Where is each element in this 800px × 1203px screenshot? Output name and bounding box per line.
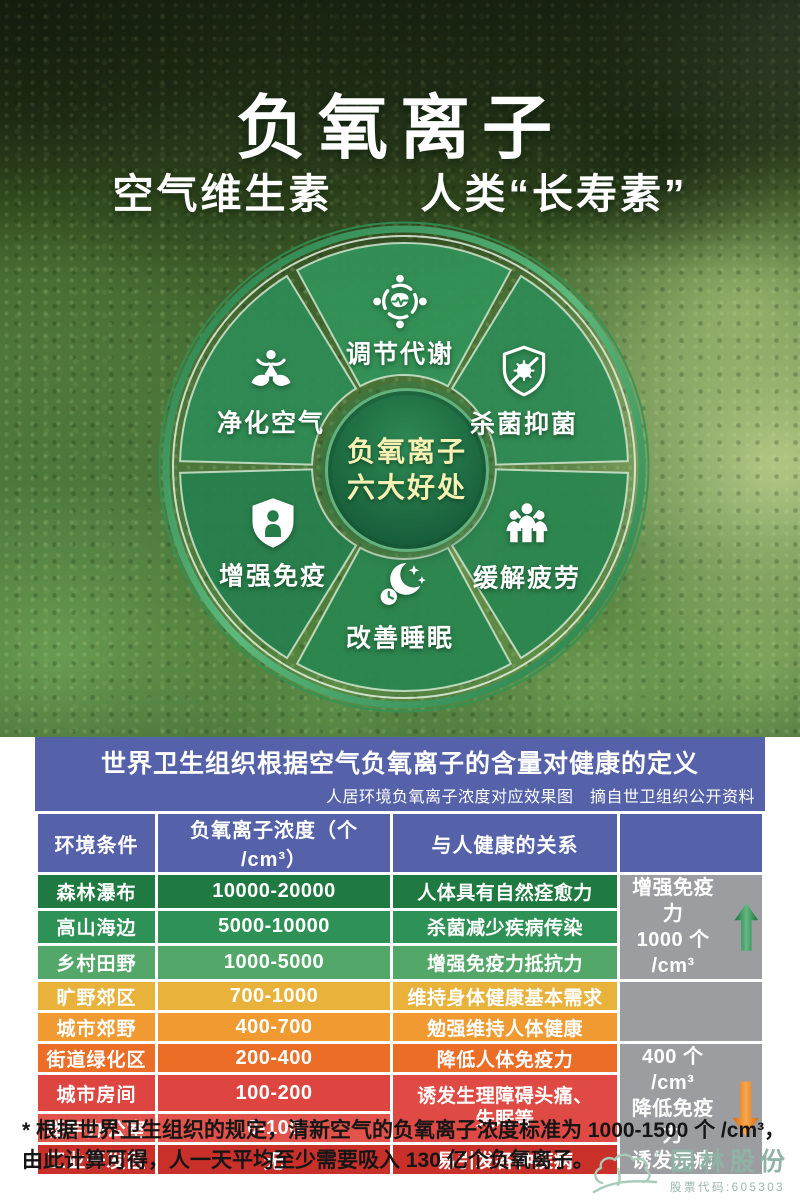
footnote-line2: 由此计算可得，人一天平均至少需要吸入 130 亿个负氧离子。 bbox=[22, 1149, 594, 1173]
env-cell: 高山海边 bbox=[38, 910, 155, 944]
conc-cell: 无 bbox=[158, 1145, 390, 1174]
wheel-segment-purify: 净化空气 bbox=[217, 343, 325, 440]
env-cell: 乡村田野 bbox=[38, 946, 155, 979]
sidebar-down-line1: 400 个 /cm³ bbox=[642, 1046, 704, 1094]
health-cell: 增强免疫力抵抗力 bbox=[393, 946, 617, 979]
sidebar-up-line1: 增强免疫力 bbox=[632, 877, 715, 925]
logo-company-name: 园林股份 bbox=[669, 1148, 790, 1177]
segment-label: 增强免疫 bbox=[218, 562, 328, 591]
sidebar-down-line2: 降低免疫力 bbox=[631, 1098, 714, 1146]
wheel-center-line1: 负氧离子 bbox=[346, 435, 467, 467]
logo-stock-code: 股票代码:605303 bbox=[669, 1181, 786, 1194]
sidebar-up-line2: 1000 个 /cm³ bbox=[636, 929, 710, 977]
segment-label: 缓解疲劳 bbox=[472, 564, 582, 593]
top-shade bbox=[0, 0, 800, 270]
tree-icon: ® bbox=[592, 1149, 661, 1194]
immunity-shield-icon bbox=[252, 498, 294, 548]
moon-stars-clock-icon bbox=[380, 563, 426, 605]
wheel-center-line2: 六大好处 bbox=[346, 472, 467, 503]
poster-subtitle: 空气维生素 人类“长寿素” bbox=[112, 171, 688, 217]
health-cell: 人体具有自然痊愈力 bbox=[393, 875, 617, 908]
segment-label: 杀菌抑菌 bbox=[469, 410, 579, 439]
merged-line1: 诱发生理障碍头痛、 bbox=[417, 1085, 593, 1107]
people-cheering-icon bbox=[506, 503, 548, 543]
col-sidebar-spacer bbox=[620, 814, 762, 872]
conc-cell: 100-200 bbox=[158, 1075, 390, 1111]
concentration-table: 环境条件 负氧离子浓度（个 /cm³） 与人健康的关系 森林瀑布 10000-2… bbox=[35, 811, 765, 1177]
benefit-wheel bbox=[158, 221, 650, 713]
table-row: 高山海边 5000-10000 杀菌减少疾病传染 bbox=[38, 910, 762, 944]
down-arrow-icon bbox=[733, 1081, 760, 1137]
sidebar-box-immunity-down: 400 个 /cm³ 降低免疫力 诱发疾病 bbox=[620, 1044, 762, 1174]
env-cell: 旷野郊区 bbox=[38, 982, 155, 1010]
col-env: 环境条件 bbox=[38, 814, 155, 872]
conc-cell: 10000-20000 bbox=[158, 875, 390, 908]
wheel-segment-sleep: 改善睡眠 bbox=[346, 558, 454, 655]
col-concentration: 负氧离子浓度（个 /cm³） bbox=[158, 814, 390, 872]
merged-line2: 失眠等 bbox=[475, 1108, 535, 1130]
conc-cell: 1000-5000 bbox=[158, 946, 390, 979]
metabolism-icon bbox=[373, 274, 427, 329]
who-table-section: 世界卫生组织根据空气负氧离子的含量对健康的定义 人居环境负氧离子浓度对应效果图 … bbox=[35, 737, 765, 1177]
env-cell: 工业开发区 bbox=[38, 1145, 155, 1174]
health-cell-merged: 诱发生理障碍头痛、 失眠等 bbox=[393, 1075, 617, 1142]
table-subtitle: 人居环境负氧离子浓度对应效果图 摘自世卫组织公开资料 bbox=[325, 789, 755, 806]
table-row: 森林瀑布 10000-20000 人体具有自然痊愈力 增强免疫力 1000 个 … bbox=[38, 875, 762, 979]
up-arrow-icon bbox=[734, 903, 759, 951]
poster-title: 负氧离子 bbox=[236, 89, 564, 167]
wheel-center-badge: 负氧离子 六大好处 bbox=[325, 388, 489, 552]
wheel-sectors bbox=[179, 242, 629, 692]
health-cell: 降低人体免疫力 bbox=[393, 1044, 617, 1072]
sector-immunity bbox=[179, 468, 358, 660]
env-cell: 楼宇办公室 bbox=[38, 1114, 155, 1142]
sector-fatigue bbox=[450, 468, 629, 660]
company-logo: ® 园林股份 股票代码:605303 bbox=[588, 1147, 790, 1197]
wheel-outer-rings bbox=[158, 221, 650, 713]
col-health: 与人健康的关系 bbox=[393, 814, 617, 872]
conc-cell: 200-400 bbox=[158, 1044, 390, 1072]
sector-sleep bbox=[295, 546, 513, 692]
sector-metabolism bbox=[295, 242, 513, 388]
registered-mark: ® bbox=[654, 1149, 661, 1159]
env-cell: 城市郊野 bbox=[38, 1013, 155, 1041]
table-row: 乡村田野 1000-5000 增强免疫力抵抗力 bbox=[38, 946, 762, 979]
conc-cell: 0-100 bbox=[158, 1114, 390, 1142]
env-cell: 城市房间 bbox=[38, 1075, 155, 1111]
wheel-segment-immunity: 增强免疫 bbox=[219, 496, 327, 593]
conc-cell: 5000-10000 bbox=[158, 910, 390, 944]
sidebar-box-middle bbox=[620, 982, 762, 1041]
segment-label: 改善睡眠 bbox=[345, 624, 455, 653]
footnote-line1: * 根据世界卫生组织的规定，清新空气的负氧离子浓度标准为 1000-1500 个… bbox=[22, 1119, 786, 1142]
health-cell: 易引发各种疾病 bbox=[393, 1145, 617, 1174]
person-leaves-icon bbox=[251, 349, 291, 386]
sidebar-down-line3: 诱发疾病 bbox=[631, 1150, 714, 1172]
table-row: 楼宇办公室 0-100 bbox=[38, 1114, 762, 1142]
table-row: 街道绿化区 200-400 降低人体免疫力 400 个 /cm³ 降低免疫力 诱… bbox=[38, 1044, 762, 1174]
table-title: 世界卫生组织根据空气负氧离子的含量对健康的定义 bbox=[100, 750, 699, 778]
table-row: 旷野郊区 700-1000 维持身体健康基本需求 bbox=[38, 982, 762, 1041]
sidebar-box-immunity-up: 增强免疫力 1000 个 /cm³ bbox=[620, 875, 762, 979]
wheel-segment-fatigue: 缓解疲劳 bbox=[473, 498, 581, 595]
health-cell: 勉强维持人体健康 bbox=[393, 1013, 617, 1041]
antibacterial-shield-icon bbox=[502, 345, 546, 397]
table-header-band: 世界卫生组织根据空气负氧离子的含量对健康的定义 人居环境负氧离子浓度对应效果图 … bbox=[35, 737, 765, 811]
table-row: 城市郊野 400-700 勉强维持人体健康 bbox=[38, 1013, 762, 1041]
table-row: 工业开发区 无 易引发各种疾病 bbox=[38, 1145, 762, 1174]
wheel-segment-antibacterial: 杀菌抑菌 bbox=[470, 344, 578, 441]
health-cell: 维持身体健康基本需求 bbox=[393, 982, 617, 1010]
segment-label: 净化空气 bbox=[216, 409, 326, 438]
footnote: * 根据世界卫生组织的规定，清新空气的负氧离子浓度标准为 1000-1500 个… bbox=[22, 1116, 796, 1177]
health-cell: 杀菌减少疾病传染 bbox=[393, 910, 617, 944]
env-cell: 森林瀑布 bbox=[38, 875, 155, 908]
column-header-row: 环境条件 负氧离子浓度（个 /cm³） 与人健康的关系 bbox=[38, 814, 762, 872]
segment-label: 调节代谢 bbox=[345, 340, 455, 369]
conc-cell: 700-1000 bbox=[158, 982, 390, 1010]
table-row: 城市房间 100-200 诱发生理障碍头痛、 失眠等 bbox=[38, 1075, 762, 1142]
wheel-segment-metabolism: 调节代谢 bbox=[346, 274, 454, 371]
sector-antibacterial bbox=[450, 274, 629, 466]
env-cell: 街道绿化区 bbox=[38, 1044, 155, 1072]
conc-cell: 400-700 bbox=[158, 1013, 390, 1041]
